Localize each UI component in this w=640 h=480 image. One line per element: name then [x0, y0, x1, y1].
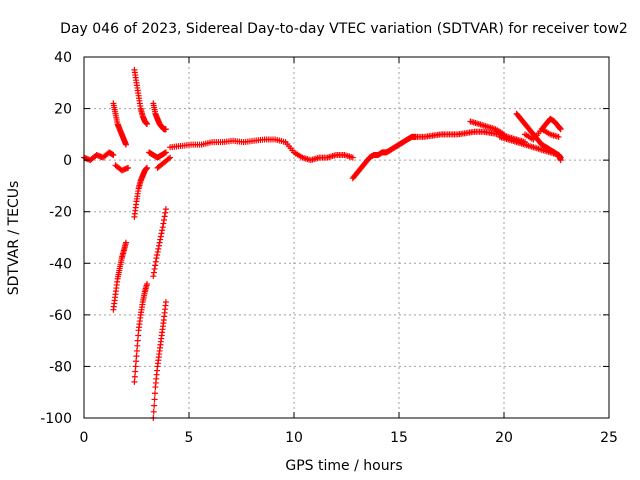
y-axis-title: SDTVAR / TECUs: [6, 181, 22, 296]
data-points: [81, 66, 564, 421]
data-point: [153, 255, 160, 262]
data-point: [150, 273, 157, 280]
x-tick-label: 5: [185, 430, 194, 446]
y-tick-label: -20: [49, 205, 72, 221]
data-point: [161, 216, 168, 223]
axis-ticks: [83, 56, 610, 419]
data-point: [150, 408, 157, 415]
data-point: [155, 242, 162, 249]
data-point: [132, 363, 139, 370]
x-tick-label: 0: [80, 430, 89, 446]
grid: [84, 57, 609, 418]
data-point: [557, 157, 564, 164]
data-point: [501, 131, 507, 138]
data-point: [133, 353, 140, 360]
data-point: [150, 269, 157, 276]
data-point: [144, 164, 150, 171]
data-point: [156, 239, 163, 246]
data-point: [151, 390, 158, 397]
plot-frame: [83, 56, 610, 419]
data-point: [154, 252, 161, 259]
data-point: [144, 121, 150, 128]
data-point: [349, 154, 356, 161]
data-point: [162, 149, 169, 156]
x-tick-label: 15: [390, 430, 408, 446]
x-tick-label: 10: [285, 430, 303, 446]
data-point: [151, 265, 158, 272]
data-point: [159, 224, 166, 231]
y-tick-label: 20: [54, 102, 72, 118]
x-tick-label: 20: [495, 430, 513, 446]
data-point: [557, 126, 564, 133]
data-point: [157, 233, 164, 240]
data-point: [160, 220, 167, 227]
data-point: [162, 126, 169, 133]
chart-title: Day 046 of 2023, Sidereal Day-to-day VTE…: [60, 21, 628, 37]
data-point: [158, 230, 165, 237]
data-point: [134, 337, 141, 344]
data-point: [162, 206, 169, 213]
x-tick-labels: 0 5 10 15 20 25: [80, 430, 618, 446]
y-tick-label: -80: [49, 359, 72, 375]
data-point: [110, 151, 117, 158]
data-point: [154, 248, 161, 255]
data-point: [555, 133, 562, 140]
data-point: [151, 402, 158, 409]
data-point: [152, 262, 159, 269]
data-point: [125, 164, 132, 171]
data-point: [162, 298, 169, 305]
data-point: [131, 378, 138, 385]
data-point: [132, 368, 139, 375]
data-point: [161, 213, 168, 220]
y-tick-label: -40: [49, 256, 72, 272]
data-point: [152, 258, 159, 265]
data-point: [159, 227, 166, 234]
data-point: [135, 332, 142, 339]
data-point: [151, 396, 158, 403]
data-point: [131, 373, 138, 380]
data-point: [157, 236, 164, 243]
y-tick-label: -60: [49, 308, 72, 324]
data-point: [123, 141, 129, 148]
data-point: [134, 342, 141, 349]
data-point: [167, 154, 174, 161]
y-tick-labels: 40 20 0 -20 -40 -60 -80 -100: [40, 50, 72, 427]
data-point: [123, 239, 129, 246]
x-axis-title: GPS time / hours: [285, 458, 402, 474]
y-tick-label: 0: [63, 153, 72, 169]
data-point: [162, 209, 169, 216]
data-point: [165, 155, 172, 162]
data-point: [133, 347, 140, 354]
y-tick-label: 40: [54, 50, 72, 66]
y-tick-label: -100: [40, 411, 72, 427]
x-tick-label: 25: [600, 430, 618, 446]
data-point: [155, 245, 162, 252]
data-point: [144, 280, 150, 287]
data-point: [133, 358, 140, 365]
